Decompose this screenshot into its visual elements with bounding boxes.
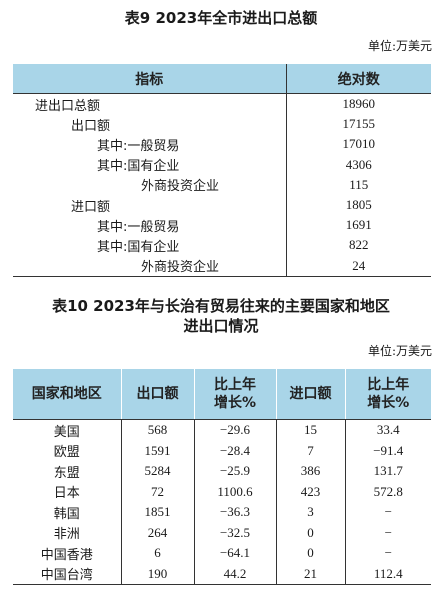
export-growth-cell: −64.1 [194,543,277,564]
row-label: 出口额 [13,114,287,135]
row-value: 115 [349,176,369,192]
import-growth-cell: 112.4 [373,565,403,581]
row-label: 其中:一般贸易 [13,134,287,155]
import-growth-cell: − [384,524,392,540]
import-cell: 15 [276,419,346,441]
table-row: 外商投资企业 24 [13,255,431,277]
row-label: 进口额 [13,194,287,216]
table-row: 出口额 17155 [13,114,431,135]
table9-header-indicator: 指标 [13,64,287,94]
region-cell: 非洲 [13,522,122,543]
row-value: 17010 [342,136,376,152]
region-cell: 日本 [13,481,122,502]
row-label: 外商投资企业 [13,174,287,195]
export-growth-cell: −28.4 [194,440,277,461]
table-row: 美国 568 −29.6 15 33.4 [13,419,431,441]
export-growth-cell: −25.9 [194,461,277,482]
table-row: 其中:国有企业 4306 [13,154,431,175]
export-cell: 1851 [121,502,195,523]
row-value: 822 [349,237,369,253]
table9-title: 表9 2023年全市进出口总额 [124,9,318,27]
table-row: 欧盟 1591 −28.4 7 −91.4 [13,440,431,461]
table-row: 中国香港 6 −64.1 0 − [13,543,431,564]
region-cell: 东盟 [13,461,122,482]
row-label: 其中:国有企业 [13,154,287,175]
header-region: 国家和地区 [13,369,122,420]
import-cell: 3 [276,502,346,523]
export-cell: 6 [121,543,195,564]
table-row: 外商投资企业 115 [13,174,431,195]
region-cell: 韩国 [13,502,122,523]
row-value: 1805 [345,197,372,213]
table9-header-value: 绝对数 [286,64,431,94]
export-cell: 568 [121,419,195,441]
region-cell: 美国 [13,419,122,441]
export-growth-cell: −32.5 [194,522,277,543]
region-cell: 欧盟 [13,440,122,461]
header-export-growth: 比上年 增长% [194,369,277,420]
table-row: 非洲 264 −32.5 0 − [13,522,431,543]
row-value: 18960 [342,96,376,112]
table-row: 韩国 1851 −36.3 3 − [13,502,431,523]
import-growth-cell: 33.4 [376,422,400,438]
import-growth-cell: −91.4 [373,442,404,458]
table10-title-line1: 表10 2023年与长治有贸易往来的主要国家和地区 [52,297,390,315]
table9-header-row: 指标 绝对数 [13,64,431,94]
import-cell: 21 [276,563,346,585]
table-row: 中国台湾 190 44.2 21 112.4 [13,563,431,585]
region-cell: 中国香港 [13,543,122,564]
export-cell: 264 [121,522,195,543]
import-growth-cell: − [384,545,392,561]
table-row: 其中:一般贸易 1691 [13,215,431,236]
table10-title-line2: 进出口情况 [183,317,259,335]
header-export: 出口额 [121,369,195,420]
table9-unit: 单位:万美元 [367,39,432,53]
row-label: 其中:国有企业 [13,235,287,256]
export-cell: 1591 [121,440,195,461]
table-row: 其中:一般贸易 17010 [13,134,431,155]
table-row: 进口额 1805 [13,194,431,216]
export-cell: 5284 [121,461,195,482]
table10-unit: 单位:万美元 [367,344,432,358]
table-row: 进出口总额 18960 [13,93,431,115]
row-value: 24 [352,257,366,273]
export-cell: 72 [121,481,195,502]
table10-header-row: 国家和地区 出口额 比上年 增长% 进口额 比上年 增长% [13,369,431,420]
export-growth-cell: 1100.6 [194,481,277,502]
export-cell: 190 [121,563,195,585]
import-growth-cell: 572.8 [373,483,403,499]
export-growth-cell: −36.3 [194,502,277,523]
header-import-growth: 比上年 增长% [345,369,431,420]
export-growth-cell: −29.6 [194,419,277,441]
import-cell: 386 [276,461,346,482]
row-value: 4306 [345,156,372,172]
import-cell: 7 [276,440,346,461]
export-growth-cell: 44.2 [194,563,277,585]
import-cell: 0 [276,543,346,564]
row-label: 进出口总额 [13,93,287,115]
row-label: 外商投资企业 [13,255,287,277]
import-growth-cell: 131.7 [373,463,403,479]
table9: 指标 绝对数 进出口总额 18960 出口额 17155 其中:一般贸易 170… [13,64,431,277]
region-cell: 中国台湾 [13,563,122,585]
row-label: 其中:一般贸易 [13,215,287,236]
table-row: 其中:国有企业 822 [13,235,431,256]
row-value: 17155 [342,116,376,132]
import-cell: 423 [276,481,346,502]
import-growth-cell: − [384,504,392,520]
table-row: 东盟 5284 −25.9 386 131.7 [13,461,431,482]
table10: 国家和地区 出口额 比上年 增长% 进口额 比上年 增长% 美国 568 −29.6 15… [13,369,431,585]
row-value: 1691 [345,217,372,233]
import-cell: 0 [276,522,346,543]
table-row: 日本 72 1100.6 423 572.8 [13,481,431,502]
header-import: 进口额 [276,369,346,420]
